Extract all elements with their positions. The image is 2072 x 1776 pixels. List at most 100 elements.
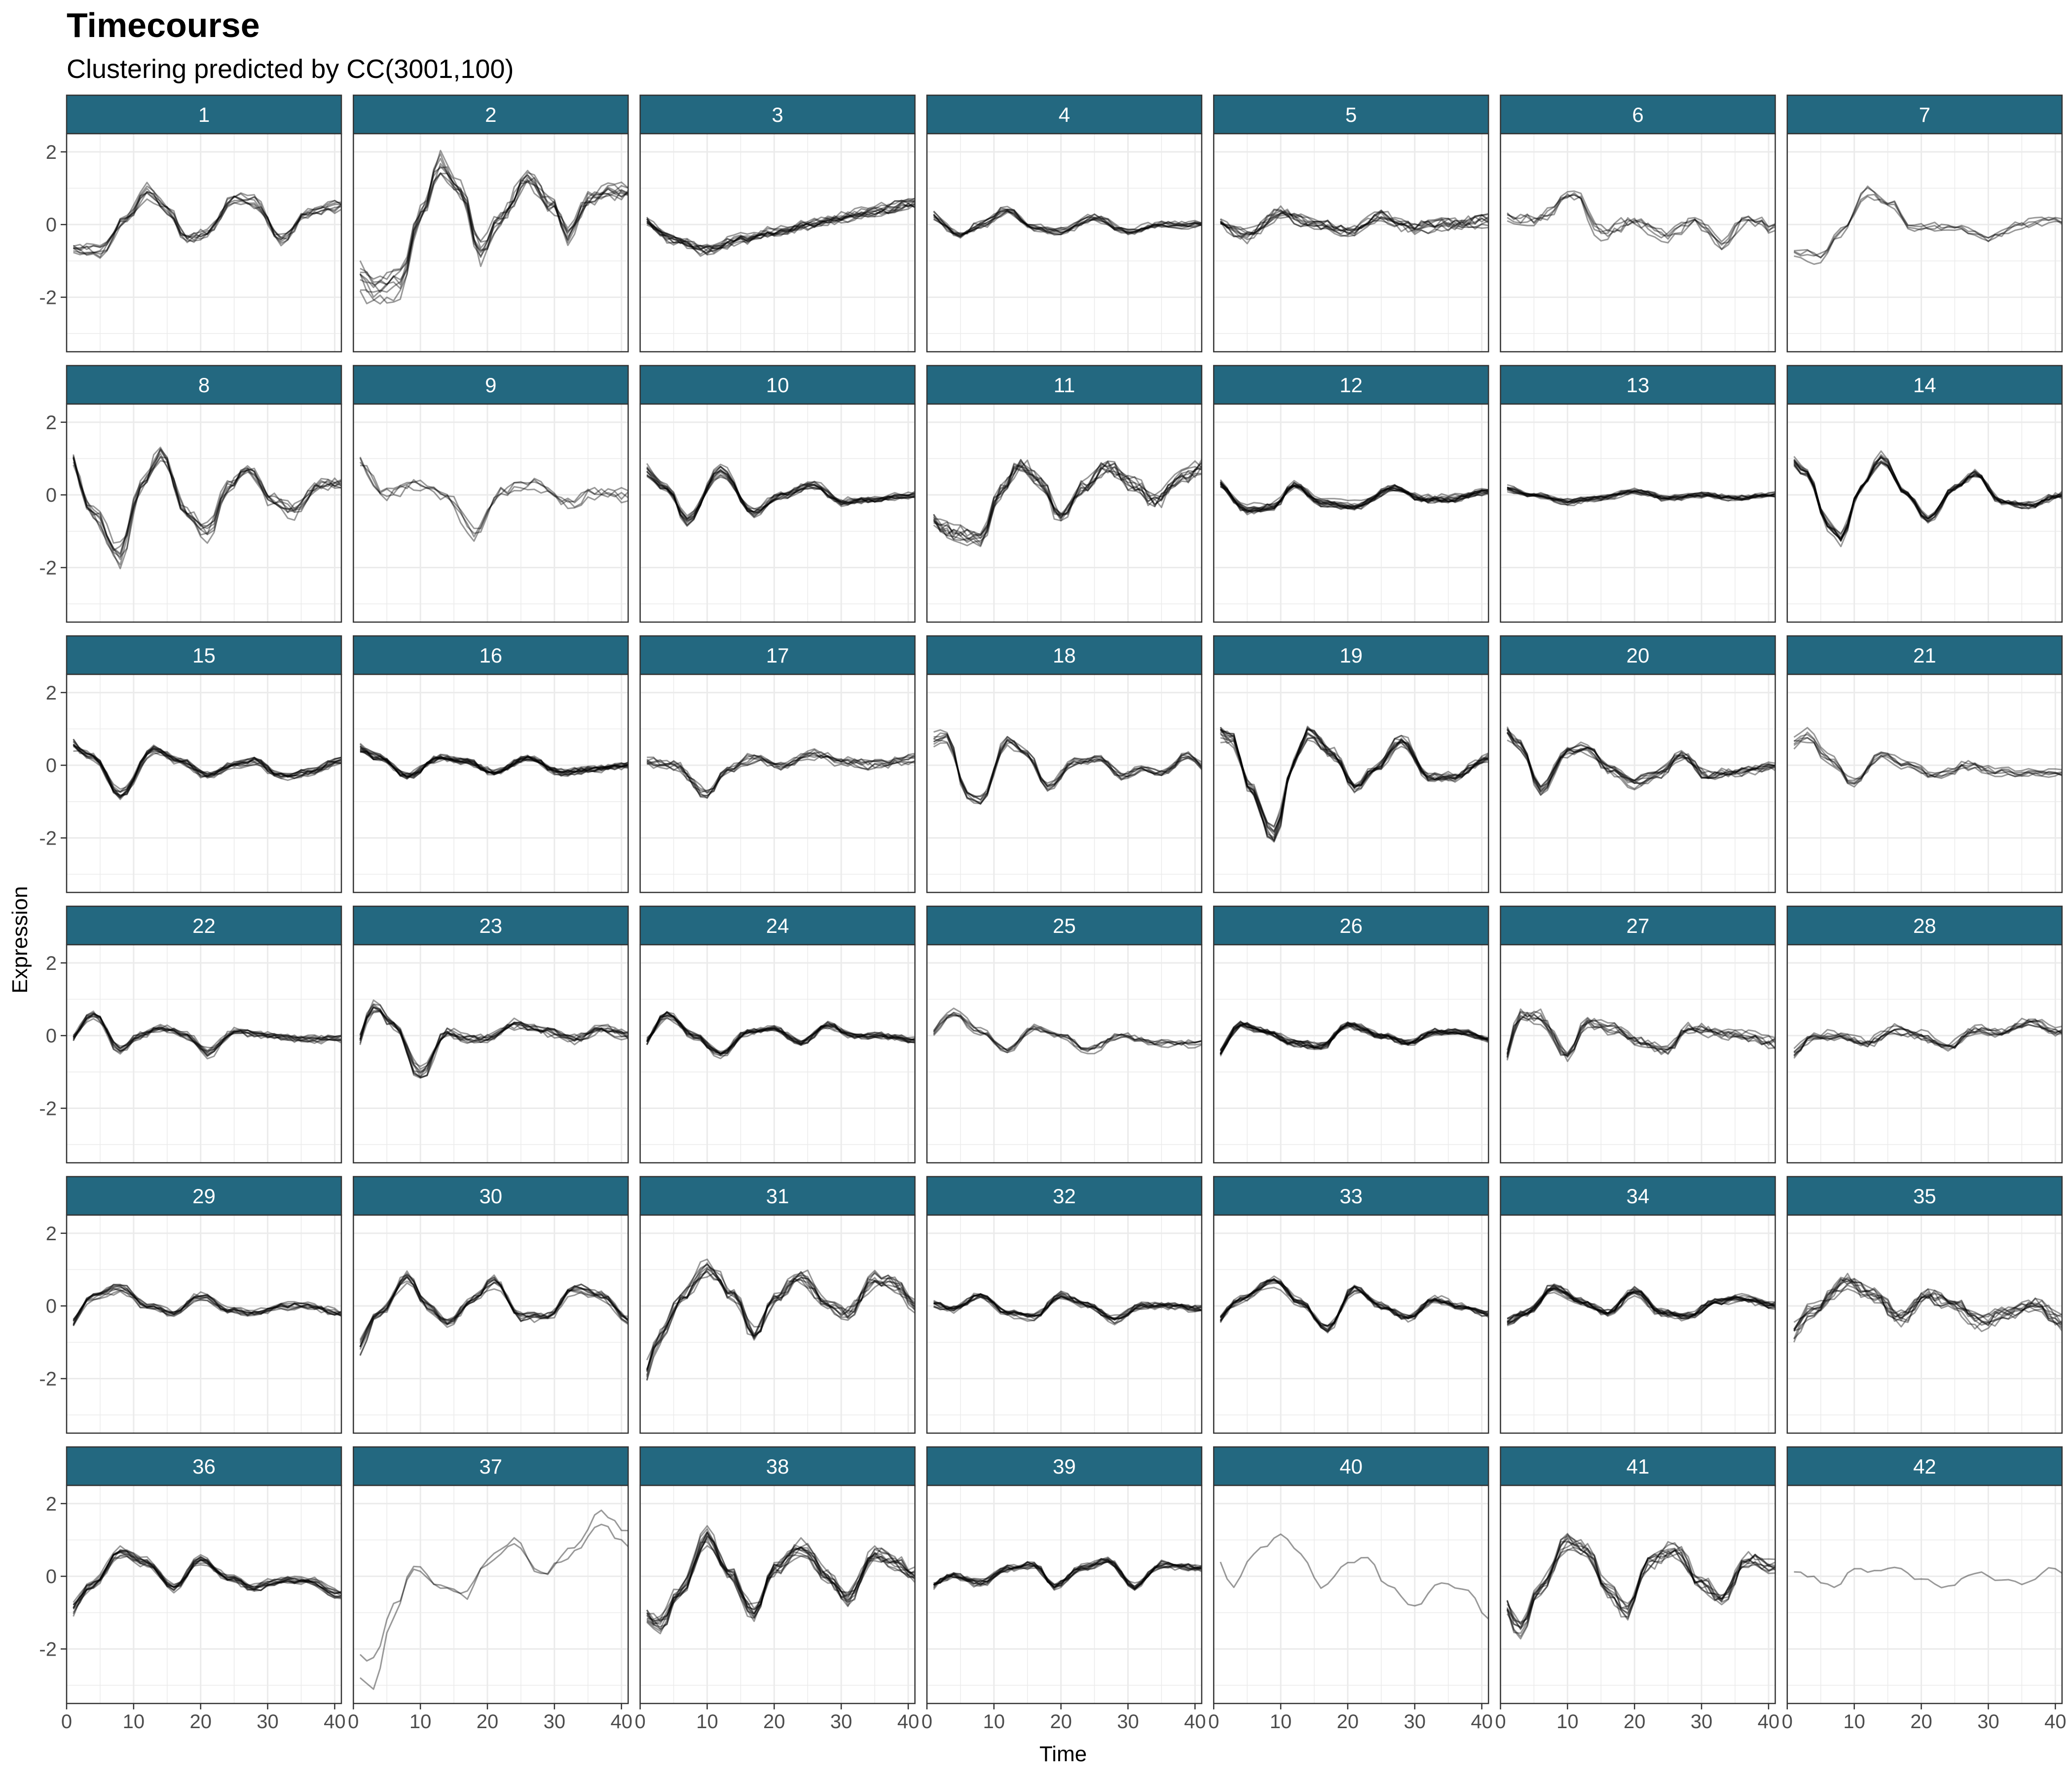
series-line: [73, 1291, 342, 1325]
series-line: [646, 1258, 916, 1377]
facet-strip: [1213, 365, 1489, 405]
series-line: [933, 460, 1202, 537]
series-line: [933, 211, 1202, 239]
facet-strip: [1786, 1446, 2063, 1486]
series-line: [1220, 734, 1489, 827]
panel-border: [1213, 403, 1489, 623]
series-line: [73, 1552, 342, 1615]
y-axis-label: Expression: [8, 886, 32, 994]
facet-strip-label: 31: [766, 1184, 789, 1208]
x-tick-label: 40: [897, 1711, 920, 1733]
series-line: [1220, 210, 1489, 234]
series-line: [1220, 212, 1489, 240]
series-line: [73, 449, 342, 555]
series-line: [1507, 1292, 1776, 1324]
series-line: [1506, 732, 1776, 787]
series-line: [646, 1525, 915, 1632]
series-line: [647, 1545, 916, 1622]
series-line: [1220, 479, 1489, 511]
series-line: [360, 750, 629, 777]
panel-background: [1500, 674, 1776, 892]
y-tick-label: -2: [39, 557, 57, 579]
series-line: [646, 474, 915, 519]
facet-strip: [1500, 1446, 1776, 1486]
series-line: [933, 1295, 1202, 1320]
series-line: [1506, 1540, 1776, 1628]
series-line: [1506, 732, 1776, 794]
facet-panel-39: 39 0 10 20 30 40: [922, 1446, 1206, 1733]
series-line: [73, 1012, 342, 1054]
series-line: [73, 448, 342, 552]
x-axis-label: Time: [1039, 1742, 1087, 1766]
series-line: [646, 1011, 915, 1052]
series-line: [73, 1013, 342, 1055]
series-line: [1507, 1290, 1776, 1322]
series-line: [1220, 208, 1489, 231]
series-line: [646, 198, 915, 249]
facet-strip: [639, 1176, 916, 1216]
series-line: [933, 1560, 1202, 1591]
panel-border: [353, 403, 629, 623]
facet-strip-label: 16: [479, 644, 502, 667]
panel-background: [640, 404, 915, 622]
series-line: [359, 1275, 629, 1347]
series-line: [359, 1010, 629, 1077]
series-line: [1506, 728, 1776, 788]
panel-border: [353, 673, 629, 893]
series-line: [933, 459, 1202, 537]
series-line: [1793, 741, 2063, 779]
facet-strip-label: 32: [1053, 1184, 1076, 1208]
series-line: [73, 1287, 342, 1320]
facet-panel-7: 7: [1786, 94, 2063, 353]
series-line: [1220, 1279, 1489, 1333]
series-line: [73, 192, 342, 250]
series-line: [1220, 483, 1489, 513]
series-line: [933, 1012, 1202, 1053]
x-tick-label: 20: [763, 1711, 785, 1733]
series-line: [73, 191, 342, 259]
panel-border: [926, 1484, 1203, 1704]
series-line: [646, 199, 915, 256]
series-line: [933, 208, 1202, 235]
chart-title: Timecourse: [67, 6, 260, 44]
series-line: [360, 173, 629, 298]
series-line: [1506, 1537, 1776, 1625]
series-line: [933, 1293, 1202, 1319]
facet-strip: [1786, 365, 2063, 405]
facet-strip-label: 14: [1913, 373, 1936, 397]
series-line: [1793, 1021, 2062, 1056]
x-tick-label: 40: [1184, 1711, 1206, 1733]
series-line: [646, 466, 915, 526]
y-tick-label: 0: [46, 1295, 57, 1317]
series-line: [933, 459, 1202, 539]
x-tick-label: 0: [922, 1711, 932, 1733]
series-line: [73, 1013, 342, 1049]
series-line: [646, 205, 915, 249]
panel-background: [926, 1215, 1202, 1433]
series-line: [1507, 491, 1776, 505]
chart-subtitle: Clustering predicted by CC(3001,100): [67, 54, 514, 84]
series-line: [933, 1290, 1202, 1320]
panel-background: [1787, 945, 2062, 1163]
series-line: [1220, 214, 1489, 245]
y-tick-label: 2: [46, 1493, 57, 1515]
series-line: [933, 208, 1202, 235]
panel-background: [67, 674, 341, 892]
x-tick-label: 0: [634, 1711, 645, 1733]
series-line: [73, 744, 342, 799]
series-line: [1793, 1282, 2063, 1339]
series-line: [1793, 461, 2063, 539]
series-line: [646, 1536, 916, 1625]
facet-strip: [66, 94, 342, 135]
series-line: [360, 157, 629, 305]
facet-strip-label: 39: [1053, 1455, 1076, 1478]
x-tick-label: 0: [61, 1711, 72, 1733]
series-line: [73, 198, 342, 250]
series-line: [1507, 194, 1776, 243]
series-line: [359, 1277, 629, 1340]
facet-panel-3: 3: [639, 94, 916, 353]
panel-background: [926, 1485, 1202, 1703]
series-line: [646, 1011, 915, 1054]
series-line: [1220, 727, 1489, 838]
